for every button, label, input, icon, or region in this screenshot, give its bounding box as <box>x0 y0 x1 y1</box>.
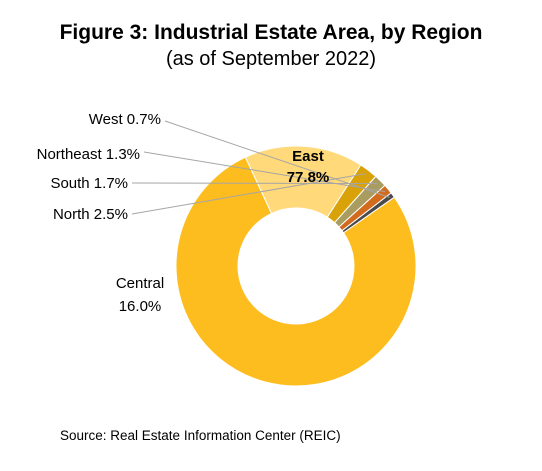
slice-labels: East 77.8% Central 16.0% North 2.5% South 1.7… <box>37 111 330 315</box>
slice-west <box>341 192 395 234</box>
leader-lines <box>131 120 390 215</box>
slice-east <box>175 156 417 387</box>
donut-slices <box>175 145 417 387</box>
leader-south <box>131 182 378 185</box>
label-central-value: 16.0% <box>119 298 162 315</box>
chart-subtitle: (as of September 2022) <box>165 48 377 70</box>
label-central-name: Central <box>116 275 164 292</box>
label-east-value: 77.8% <box>287 169 330 186</box>
leader-north <box>131 173 367 215</box>
label-east-name: East <box>292 148 324 165</box>
leader-west <box>164 120 390 198</box>
label-north: North 2.5% <box>53 206 128 223</box>
chart-title: Figure 3: Industrial Estate Area, by Reg… <box>59 21 483 44</box>
leader-northeast <box>143 151 386 193</box>
label-south: South 1.7% <box>50 175 128 192</box>
source-note: Source: Real Estate Information Center (… <box>60 428 341 443</box>
label-west: West 0.7% <box>89 111 161 128</box>
label-northeast: Northeast 1.3% <box>37 146 140 163</box>
